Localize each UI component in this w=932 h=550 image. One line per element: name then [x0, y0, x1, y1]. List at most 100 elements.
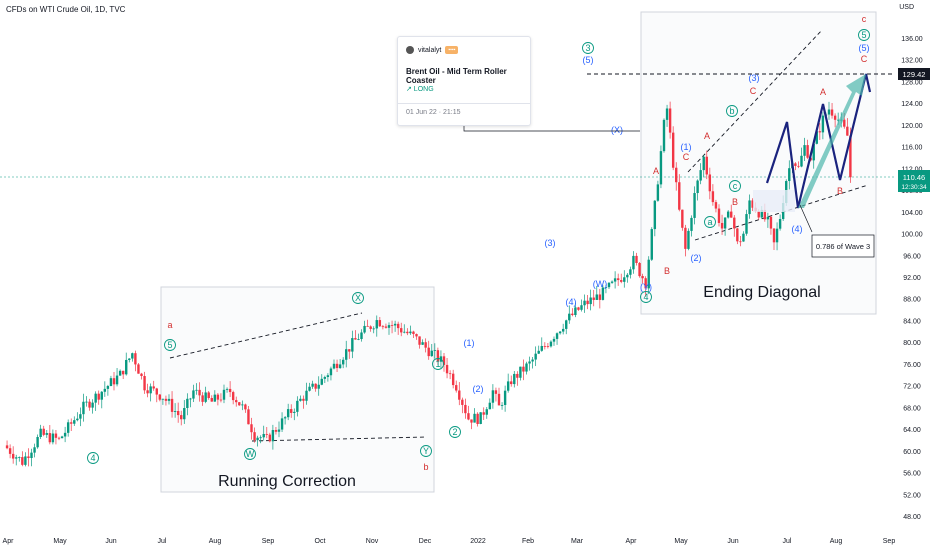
wave-label-sub4: (4)	[792, 224, 803, 234]
candle-body	[106, 386, 110, 389]
y-tick-label: 120.00	[901, 123, 923, 130]
candle-body	[644, 278, 647, 289]
wave-label-sub3: (3)	[749, 73, 760, 83]
candle-body	[314, 383, 317, 389]
candle-body	[595, 294, 598, 300]
candle-body	[800, 155, 803, 167]
x-tick-label: Nov	[366, 538, 379, 545]
wave-label-text: 4	[90, 453, 95, 463]
candle-body	[708, 174, 712, 192]
candle-body	[522, 366, 525, 372]
x-tick-label: Jun	[105, 538, 116, 545]
wave-label-B2: B	[732, 197, 738, 207]
candle-body	[702, 156, 705, 171]
wave-label-text: (3)	[545, 238, 556, 248]
candle-body	[274, 430, 278, 432]
x-tick-label: Apr	[3, 538, 15, 545]
y-tick-label: 76.00	[903, 362, 921, 369]
y-tick-label: 52.00	[903, 492, 921, 499]
wave-label-circle	[164, 339, 176, 351]
candle-body	[296, 400, 299, 412]
candle-body	[228, 388, 232, 393]
candle-body	[317, 384, 320, 389]
candle-body	[345, 349, 348, 360]
candle-body	[763, 209, 767, 220]
candle-body	[433, 350, 437, 351]
candle-body	[742, 233, 745, 242]
wave-label-circle	[420, 445, 432, 457]
candle-body	[393, 323, 397, 326]
candle-body	[268, 434, 272, 442]
candle-body	[586, 300, 589, 305]
candle-body	[448, 373, 452, 375]
candlestick-series	[5, 101, 852, 467]
wave-label-circle	[449, 426, 461, 438]
wave-label-proj-5paren: (5)	[859, 43, 870, 53]
candle-body	[516, 373, 519, 378]
candle-body	[201, 395, 204, 402]
idea-date: 01 Jun 22 · 21:15	[406, 109, 461, 116]
candle-body	[216, 394, 220, 400]
y-tick-label: 64.00	[903, 427, 921, 434]
candle-body	[161, 398, 165, 400]
candle-body	[372, 328, 375, 330]
candle-body	[525, 363, 528, 372]
candle-body	[109, 378, 113, 387]
wave-label-circle	[432, 358, 444, 370]
price-axis[interactable]: 136.00 132.00 128.00 124.00 120.00 116.00 112.…	[901, 36, 923, 521]
candle-body	[418, 336, 421, 345]
candle-body	[458, 390, 461, 400]
target-price-tag: 129.42	[898, 68, 930, 80]
candle-body	[70, 422, 73, 424]
idea-author[interactable]: vitalalyt ▪▪▪▪	[406, 46, 459, 54]
wave-label-text: A	[653, 166, 659, 176]
card-connector	[463, 124, 640, 132]
time-axis[interactable]: Apr May Jun Jul Aug Sep Oct Nov Dec 2022 Feb Mar Apr…	[3, 538, 896, 545]
candle-body	[375, 320, 378, 329]
wave-label-b-red: b	[423, 462, 428, 472]
candle-body	[91, 402, 94, 408]
candle-body	[283, 417, 287, 419]
idea-title[interactable]: Brent Oil - Mid Term Roller Coaster	[406, 67, 507, 85]
x-tick-label: Apr	[626, 538, 638, 545]
candle-body	[623, 277, 626, 282]
candle-body	[15, 457, 18, 459]
idea-card[interactable]: vitalalyt ▪▪▪▪ Brent Oil - Mid Term Roll…	[397, 36, 531, 126]
candle-body	[412, 331, 415, 335]
y-tick-label: 96.00	[903, 253, 921, 260]
candle-body	[256, 437, 259, 441]
candle-body	[33, 447, 36, 453]
candle-body	[635, 255, 638, 263]
wave-label-paren2: (2)	[473, 384, 484, 394]
wave-label-text: B	[732, 197, 738, 207]
y-tick-label: 112.00	[902, 166, 923, 173]
candle-body	[827, 109, 831, 115]
candle-body	[329, 368, 333, 376]
x-tick-label: Feb	[522, 538, 534, 545]
wave-label-text: (2)	[473, 384, 484, 394]
candle-body	[42, 428, 45, 435]
candle-body	[665, 108, 669, 120]
avatar	[406, 46, 414, 54]
candle-body	[11, 453, 15, 459]
candle-body	[302, 398, 305, 401]
candle-body	[775, 228, 779, 243]
y-tick-label: 124.00	[901, 101, 923, 108]
wave-label-paren5: (5)	[583, 55, 594, 65]
wave-label-circ-c: c	[729, 180, 741, 192]
candle-body	[103, 388, 107, 392]
wave-label-text: Y	[423, 446, 429, 456]
candle-body	[180, 415, 183, 420]
x-tick-label: 2022	[470, 538, 486, 545]
candle-body	[115, 375, 119, 385]
candle-body	[797, 165, 800, 167]
candle-body	[235, 400, 238, 403]
candle-body	[118, 370, 122, 376]
running-correction-box	[160, 286, 435, 493]
candle-body	[613, 278, 617, 282]
candle-body	[571, 313, 574, 316]
candle-body	[592, 297, 595, 300]
candle-body	[696, 180, 699, 194]
wave-label-text: 5	[861, 30, 866, 40]
